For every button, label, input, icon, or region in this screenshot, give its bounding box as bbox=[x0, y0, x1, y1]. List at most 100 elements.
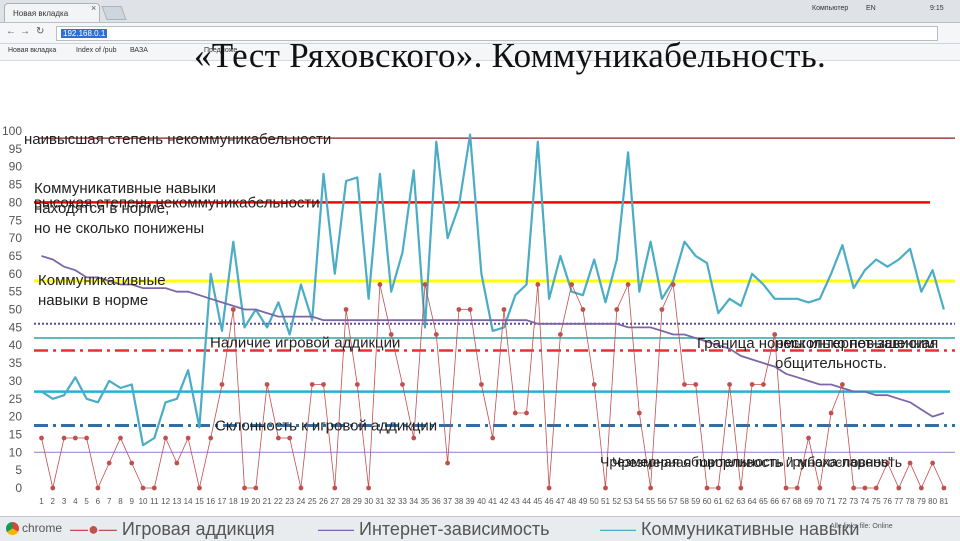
reference-line-label: несколько повышенная общительность. bbox=[775, 335, 938, 372]
reference-line-label: Коммуникативные навыки в норме bbox=[38, 272, 166, 309]
x-tick-label: 52 bbox=[612, 497, 621, 506]
x-tick-label: 40 bbox=[477, 497, 486, 506]
data-point-gaming bbox=[163, 435, 168, 441]
x-tick-label: 41 bbox=[488, 497, 497, 506]
x-tick-label: 39 bbox=[466, 497, 475, 506]
bookmark-item[interactable]: Новая вкладка bbox=[8, 47, 57, 54]
y-tick-label: 45 bbox=[9, 320, 23, 334]
data-point-gaming bbox=[400, 382, 405, 387]
y-tick-label: 5 bbox=[15, 463, 22, 477]
x-tick-label: 27 bbox=[330, 497, 339, 506]
x-tick-label: 73 bbox=[849, 497, 858, 506]
reload-icon[interactable]: ↻ bbox=[36, 26, 45, 37]
x-tick-label: 43 bbox=[511, 497, 520, 506]
data-point-gaming bbox=[636, 410, 642, 416]
address-row: ← → ↻ 192.168.0.1 bbox=[0, 23, 960, 44]
data-point-gaming bbox=[264, 382, 270, 387]
x-tick-label: 12 bbox=[161, 497, 170, 506]
data-point-gaming bbox=[106, 460, 112, 466]
y-tick-label: 55 bbox=[9, 285, 23, 299]
chrome-icon[interactable] bbox=[6, 522, 19, 535]
x-tick-label: 10 bbox=[139, 497, 148, 506]
x-tick-label: 70 bbox=[815, 497, 824, 506]
reference-line-label: высокая степень некоммуникабельности bbox=[34, 194, 320, 211]
data-point-gaming bbox=[50, 485, 56, 491]
data-point-gaming bbox=[332, 485, 338, 491]
clock: 9:15 bbox=[930, 5, 944, 12]
user-label[interactable]: Компьютер bbox=[812, 5, 849, 12]
x-tick-label: 4 bbox=[73, 497, 78, 506]
taskbar-app-label[interactable]: chrome bbox=[22, 521, 63, 535]
data-point-gaming bbox=[885, 460, 890, 466]
back-icon[interactable]: ← bbox=[6, 26, 16, 37]
x-tick-label: 53 bbox=[624, 497, 633, 506]
x-tick-label: 33 bbox=[398, 497, 407, 506]
data-point-gaming bbox=[727, 382, 732, 387]
x-tick-label: 1 bbox=[39, 497, 44, 506]
data-point-gaming bbox=[535, 282, 541, 287]
x-tick-label: 76 bbox=[883, 497, 892, 506]
data-point-gaming bbox=[772, 332, 778, 337]
x-tick-label: 2 bbox=[51, 497, 56, 506]
data-point-gaming bbox=[230, 307, 236, 312]
forward-icon[interactable]: → bbox=[20, 26, 30, 37]
language-indicator[interactable]: EN bbox=[866, 5, 876, 12]
x-tick-label: 29 bbox=[353, 497, 362, 506]
x-tick-label: 22 bbox=[274, 497, 283, 506]
x-tick-label: 28 bbox=[342, 497, 351, 506]
data-point-gaming bbox=[377, 282, 383, 287]
x-tick-label: 32 bbox=[387, 497, 396, 506]
y-tick-label: 40 bbox=[9, 338, 23, 352]
data-point-gaming bbox=[151, 485, 157, 491]
x-tick-label: 3 bbox=[62, 497, 67, 506]
x-tick-label: 57 bbox=[669, 497, 678, 506]
taskbar-status-text: Alle links file: Online bbox=[830, 523, 893, 530]
data-point-gaming bbox=[208, 435, 214, 441]
bookmark-item[interactable]: Index of /pub bbox=[76, 47, 117, 54]
x-tick-label: 60 bbox=[703, 497, 712, 506]
data-point-gaming bbox=[862, 485, 868, 491]
y-tick-label: 20 bbox=[9, 410, 23, 424]
x-tick-label: 35 bbox=[421, 497, 430, 506]
x-tick-label: 6 bbox=[96, 497, 101, 506]
data-point-gaming bbox=[659, 307, 665, 312]
legend-item-internet: —— Интернет-зависимость bbox=[318, 519, 550, 540]
data-point-gaming bbox=[839, 382, 845, 387]
x-tick-label: 51 bbox=[601, 497, 610, 506]
x-tick-label: 62 bbox=[725, 497, 734, 506]
y-tick-label: 90 bbox=[9, 160, 23, 174]
data-point-gaming bbox=[918, 485, 924, 491]
data-point-gaming bbox=[749, 382, 755, 387]
data-point-gaming bbox=[873, 485, 879, 491]
data-point-gaming bbox=[411, 435, 417, 441]
x-tick-label: 48 bbox=[567, 497, 576, 506]
data-point-gaming bbox=[275, 435, 281, 441]
x-tick-label: 9 bbox=[130, 497, 135, 506]
bookmark-item[interactable]: ВАЗА bbox=[130, 47, 148, 54]
page-title: «Тест Ряховского». Коммуникабельность. bbox=[193, 36, 827, 75]
data-point-gaming bbox=[366, 485, 372, 491]
x-tick-label: 69 bbox=[804, 497, 813, 506]
data-point-gaming bbox=[343, 307, 349, 312]
data-point-gaming bbox=[693, 382, 699, 387]
data-point-gaming bbox=[174, 460, 180, 466]
x-tick-label: 77 bbox=[894, 497, 903, 506]
data-point-gaming bbox=[61, 435, 67, 441]
x-tick-label: 45 bbox=[533, 497, 542, 506]
close-icon[interactable]: × bbox=[91, 3, 97, 13]
data-point-gaming bbox=[298, 485, 304, 491]
new-tab-button[interactable] bbox=[101, 6, 127, 20]
browser-tab[interactable]: Новая вкладка bbox=[4, 3, 100, 22]
x-tick-label: 31 bbox=[375, 497, 384, 506]
x-tick-label: 25 bbox=[308, 497, 317, 506]
x-tick-label: 67 bbox=[782, 497, 791, 506]
data-point-gaming bbox=[614, 307, 620, 312]
data-point-gaming bbox=[851, 485, 857, 491]
data-point-gaming bbox=[242, 485, 247, 491]
x-tick-label: 80 bbox=[928, 497, 937, 506]
x-tick-label: 50 bbox=[590, 497, 599, 506]
address-bar[interactable]: 192.168.0.1 bbox=[56, 26, 938, 41]
y-tick-label: 60 bbox=[9, 267, 23, 281]
bookmark-item[interactable]: Предложе... bbox=[204, 47, 244, 54]
reference-line-label: Коммуникативные навыки находятся в норме,… bbox=[34, 180, 216, 237]
